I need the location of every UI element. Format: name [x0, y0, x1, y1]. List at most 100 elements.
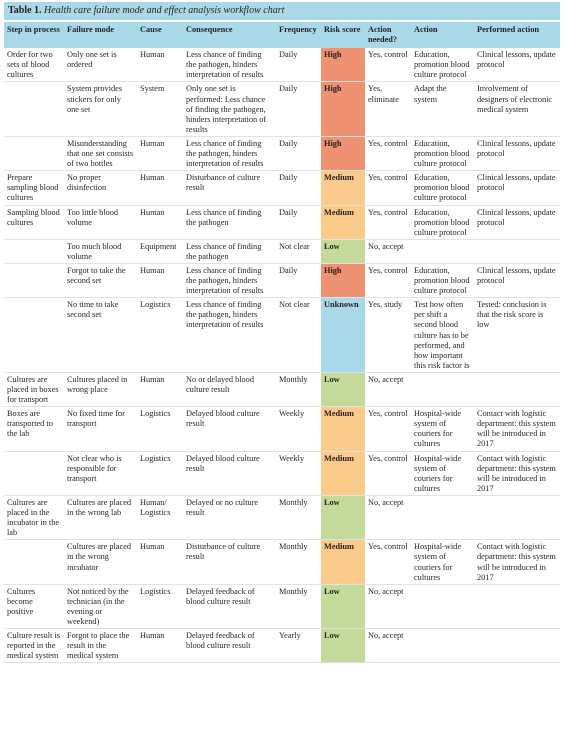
risk-score-cell: Low — [321, 628, 365, 664]
failure-mode-cell: No fixed time for transport — [64, 406, 137, 452]
header-cell: Action needed? — [365, 22, 411, 49]
header-cell: Frequency — [276, 22, 321, 49]
action-cell: Hospital-wide system of couriers for cul… — [411, 451, 474, 496]
table-row: Boxes are transported to the lab No fixed… — [4, 406, 560, 452]
action-needed-cell: No, accept — [365, 495, 411, 541]
consequence-cell: Only one set is performed: Less chance o… — [183, 81, 276, 137]
table-row: No time to take second set Logistics Less … — [4, 297, 560, 373]
action-needed-cell: Yes, control — [365, 263, 411, 299]
table-row: Misunderstanding that one set consists o… — [4, 136, 560, 172]
frequency-cell: Monthly — [276, 495, 321, 541]
action-cell: Education, promotion blood culture proto… — [411, 170, 474, 206]
header-cell: Step in process — [4, 22, 64, 49]
failure-mode-cell: Too little blood volume — [64, 205, 137, 240]
frequency-cell: Not clear — [276, 239, 321, 264]
frequency-cell: Weekly — [276, 406, 321, 452]
action-cell — [411, 239, 474, 264]
header-row: Step in process Failure mode Cause Conseque… — [4, 22, 560, 49]
cause-cell: Logistics — [137, 297, 183, 373]
action-cell: Education, promotion blood culture proto… — [411, 48, 474, 83]
step-cell — [4, 263, 64, 299]
consequence-cell: Delayed feedback of blood culture result — [183, 628, 276, 664]
header-cell: Risk score — [321, 22, 365, 49]
frequency-cell: Weekly — [276, 451, 321, 496]
consequence-cell: Less chance of finding the pathogen — [183, 205, 276, 240]
step-cell: Boxes are transported to the lab — [4, 406, 64, 452]
step-cell: Cultures are placed in the incubator in … — [4, 495, 64, 541]
risk-score-cell: Medium — [321, 539, 365, 585]
header-cell: Failure mode — [64, 22, 137, 49]
table-row: Forgot to take the second set Human Less c… — [4, 263, 560, 299]
action-needed-cell: Yes, control — [365, 170, 411, 206]
risk-score-cell: Medium — [321, 205, 365, 240]
step-cell: Cultures are placed in boxes for transpo… — [4, 372, 64, 408]
action-needed-cell: Yes, eliminate — [365, 81, 411, 137]
frequency-cell: Not clear — [276, 297, 321, 373]
action-cell — [411, 584, 474, 630]
table-row: System provides stickers for only one se… — [4, 81, 560, 137]
cause-cell: Human — [137, 263, 183, 299]
failure-mode-cell: Misunderstanding that one set consists o… — [64, 136, 137, 172]
performed-action-cell: Clinical lessons, update protocol — [474, 136, 560, 172]
consequence-cell: Disturbance of culture result — [183, 539, 276, 585]
risk-score-cell: Medium — [321, 451, 365, 496]
table-row: Too much blood volume Equipment Less chanc… — [4, 239, 560, 264]
performed-action-cell: Contact with logistic department: this s… — [474, 451, 560, 496]
cause-cell: Human — [137, 48, 183, 83]
table-row: Not clear who is responsible for transpo… — [4, 451, 560, 496]
consequence-cell: Delayed or no culture result — [183, 495, 276, 541]
table-row: Culture result is reported in the medica… — [4, 628, 560, 664]
performed-action-cell — [474, 372, 560, 408]
consequence-cell: Less chance of finding the pathogen, hin… — [183, 48, 276, 83]
failure-mode-cell: No proper disinfection — [64, 170, 137, 206]
header-cell: Cause — [137, 22, 183, 49]
step-cell — [4, 239, 64, 264]
table-body: Order for two sets of blood cultures Only… — [4, 48, 560, 664]
cause-cell: Human — [137, 170, 183, 206]
consequence-cell: Less chance of finding the pathogen, hin… — [183, 297, 276, 373]
step-cell — [4, 297, 64, 373]
cause-cell: Logistics — [137, 406, 183, 452]
frequency-cell: Daily — [276, 205, 321, 240]
action-needed-cell: Yes, control — [365, 451, 411, 496]
frequency-cell: Daily — [276, 170, 321, 206]
cause-cell: Human — [137, 372, 183, 408]
frequency-cell: Daily — [276, 48, 321, 83]
action-cell: Education, promotion blood culture proto… — [411, 205, 474, 240]
risk-score-cell: High — [321, 48, 365, 83]
table-row: Cultures become positive Not noticed by t… — [4, 584, 560, 630]
risk-score-cell: High — [321, 81, 365, 137]
step-cell — [4, 136, 64, 172]
action-needed-cell: Yes, control — [365, 205, 411, 240]
frequency-cell: Monthly — [276, 584, 321, 630]
action-needed-cell: Yes, control — [365, 48, 411, 83]
step-cell: Prepare sampling blood cultures — [4, 170, 64, 206]
risk-score-cell: Unknown — [321, 297, 365, 373]
consequence-cell: Less chance of finding the pathogen, hin… — [183, 263, 276, 299]
table-label: Table 1. — [8, 5, 42, 16]
consequence-cell: Delayed blood culture result — [183, 406, 276, 452]
action-needed-cell: Yes, control — [365, 539, 411, 585]
risk-score-cell: Medium — [321, 406, 365, 452]
performed-action-cell: Contact with logistic department: this s… — [474, 539, 560, 585]
performed-action-cell: Clinical lessons, update protocol — [474, 48, 560, 83]
consequence-cell: Delayed blood culture result — [183, 451, 276, 496]
failure-mode-cell: Not clear who is responsible for transpo… — [64, 451, 137, 496]
risk-score-cell: High — [321, 136, 365, 172]
step-cell: Culture result is reported in the medica… — [4, 628, 64, 664]
cause-cell: Human — [137, 136, 183, 172]
cause-cell: Equipment — [137, 239, 183, 264]
action-cell: Education, promotion blood culture proto… — [411, 263, 474, 299]
frequency-cell: Monthly — [276, 539, 321, 585]
performed-action-cell — [474, 628, 560, 664]
cause-cell: Human/ Logistics — [137, 495, 183, 541]
cause-cell: Human — [137, 539, 183, 585]
frequency-cell: Daily — [276, 136, 321, 172]
document: Table 1. Health care failure mode and ef… — [4, 2, 560, 664]
step-cell: Sampling blood cultures — [4, 205, 64, 240]
step-cell — [4, 539, 64, 585]
step-cell: Cultures become positive — [4, 584, 64, 630]
action-cell: Test how often per shift a second blood … — [411, 297, 474, 373]
step-cell — [4, 451, 64, 496]
